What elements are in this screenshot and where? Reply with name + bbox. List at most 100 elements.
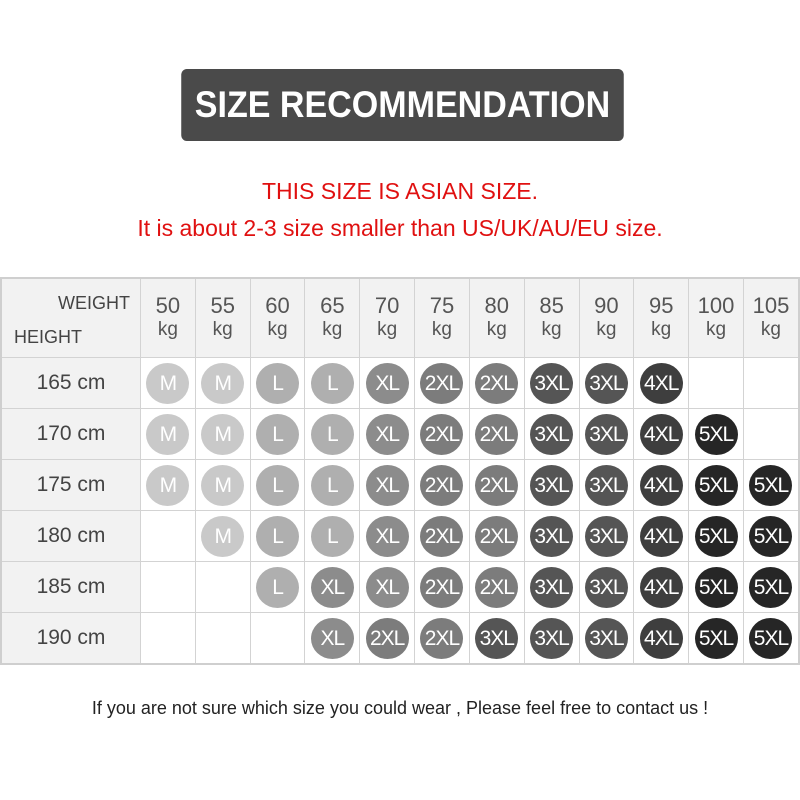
weight-unit: kg xyxy=(212,319,233,340)
size-badge: 5XL xyxy=(694,566,738,608)
size-cell xyxy=(249,612,306,665)
size-badge: L xyxy=(256,566,300,608)
weight-value: 105 xyxy=(752,293,790,318)
size-badge: 5XL xyxy=(749,566,793,608)
size-badge: 2XL xyxy=(420,362,464,404)
size-badge: 5XL xyxy=(749,617,793,659)
size-cell: M xyxy=(194,408,251,460)
size-badge: 3XL xyxy=(530,515,574,557)
size-badge: 3XL xyxy=(584,362,628,404)
weight-value: 50 xyxy=(155,293,181,318)
size-cell: 5XL xyxy=(688,408,744,460)
weight-header-cell: 95 kg xyxy=(633,277,690,358)
size-cell: XL xyxy=(359,357,416,409)
weight-header-cell: 65 kg xyxy=(304,277,361,358)
size-cell: 5XL xyxy=(688,561,744,613)
size-badge: 4XL xyxy=(639,464,683,506)
size-badge: 2XL xyxy=(475,362,519,404)
size-cell: L xyxy=(249,510,306,562)
size-badge: 2XL xyxy=(475,464,519,506)
size-cell: 3XL xyxy=(468,612,525,665)
size-badge: 2XL xyxy=(420,566,464,608)
size-cell xyxy=(140,612,196,665)
contact-note: If you are not sure which size you could… xyxy=(91,698,709,718)
size-badge: 5XL xyxy=(694,464,738,506)
size-badge: L xyxy=(256,413,300,455)
weight-unit: kg xyxy=(267,319,288,340)
table-row: 175 cm M M L L XL 2XL 2XL 3XL 3XL 4XL 5XL 5XL xyxy=(0,459,800,511)
size-cell: 2XL xyxy=(468,510,525,562)
size-badge: 3XL xyxy=(530,413,574,455)
size-cell: XL xyxy=(304,561,361,613)
size-cell: L xyxy=(249,561,306,613)
size-cell: M xyxy=(194,459,251,511)
size-cell: 3XL xyxy=(523,561,580,613)
size-cell: L xyxy=(304,510,361,562)
size-cell: 2XL xyxy=(414,612,470,665)
size-cell: 5XL xyxy=(688,612,744,665)
size-cell: 5XL xyxy=(688,510,744,562)
size-cell: 3XL xyxy=(523,357,580,409)
weight-header-cell: 100 kg xyxy=(688,277,744,358)
size-cell: M xyxy=(194,510,251,562)
weight-unit: kg xyxy=(596,319,617,340)
size-cell: M xyxy=(140,459,196,511)
weight-header-row: WEIGHT HEIGHT 50 kg 55 kg 60 kg 65 kg 70 kg 75 kg 80… xyxy=(0,277,800,358)
size-cell: 5XL xyxy=(688,459,744,511)
size-badge: 2XL xyxy=(420,617,464,659)
size-badge: 2XL xyxy=(420,464,464,506)
size-badge: XL xyxy=(365,515,409,557)
corner-cell: WEIGHT HEIGHT xyxy=(0,277,141,358)
weight-value: 65 xyxy=(320,293,345,318)
size-cell xyxy=(742,357,800,409)
height-label: HEIGHT xyxy=(14,327,83,347)
size-cell: 2XL xyxy=(414,561,470,613)
weight-header-cell: 50 kg xyxy=(140,277,196,358)
weight-header-cell: 75 kg xyxy=(414,277,470,358)
weight-value: 90 xyxy=(594,293,619,318)
size-badge: XL xyxy=(310,617,354,659)
height-cell: 180 cm xyxy=(0,510,141,562)
size-badge: L xyxy=(310,515,354,557)
weight-unit: kg xyxy=(760,319,781,340)
size-cell: 4XL xyxy=(633,357,690,409)
size-cell: 5XL xyxy=(742,561,800,613)
weight-header-cell: 60 kg xyxy=(249,277,306,358)
weight-value: 60 xyxy=(265,293,290,318)
size-cell: XL xyxy=(304,612,361,665)
size-badge: 3XL xyxy=(530,362,574,404)
weight-unit: kg xyxy=(486,319,507,340)
size-badge: L xyxy=(256,464,300,506)
size-cell: L xyxy=(249,459,306,511)
size-badge: 5XL xyxy=(749,515,793,557)
size-cell: 3XL xyxy=(578,408,635,460)
height-cell: 170 cm xyxy=(0,408,141,460)
size-badge: 3XL xyxy=(584,413,628,455)
table-row: 170 cm M M L L XL 2XL 2XL 3XL 3XL 4XL 5XL xyxy=(0,408,800,460)
weight-value: 95 xyxy=(648,293,674,318)
weight-value: 80 xyxy=(484,293,510,318)
size-badge: 5XL xyxy=(694,515,738,557)
size-badge: XL xyxy=(365,413,409,455)
size-badge: 3XL xyxy=(584,464,628,506)
size-cell: XL xyxy=(359,510,416,562)
weight-header-cell: 70 kg xyxy=(359,277,416,358)
size-cell: M xyxy=(194,357,251,409)
size-cell: 3XL xyxy=(578,459,635,511)
size-cell: 5XL xyxy=(742,510,800,562)
size-cell: L xyxy=(304,459,361,511)
size-cell xyxy=(194,612,251,665)
size-badge: XL xyxy=(365,362,409,404)
size-cell: M xyxy=(140,357,196,409)
size-badge: 2XL xyxy=(420,515,464,557)
weight-unit: kg xyxy=(377,319,398,340)
weight-header-cell: 85 kg xyxy=(523,277,580,358)
size-cell: 3XL xyxy=(578,510,635,562)
weight-header-cell: 90 kg xyxy=(578,277,635,358)
height-cell: 175 cm xyxy=(0,459,141,511)
asian-size-notice: THIS SIZE IS ASIAN SIZE. xyxy=(261,178,539,204)
size-badge: L xyxy=(310,413,354,455)
size-badge: M xyxy=(201,464,245,506)
size-badge: 3XL xyxy=(475,617,519,659)
size-badge: 4XL xyxy=(639,515,683,557)
